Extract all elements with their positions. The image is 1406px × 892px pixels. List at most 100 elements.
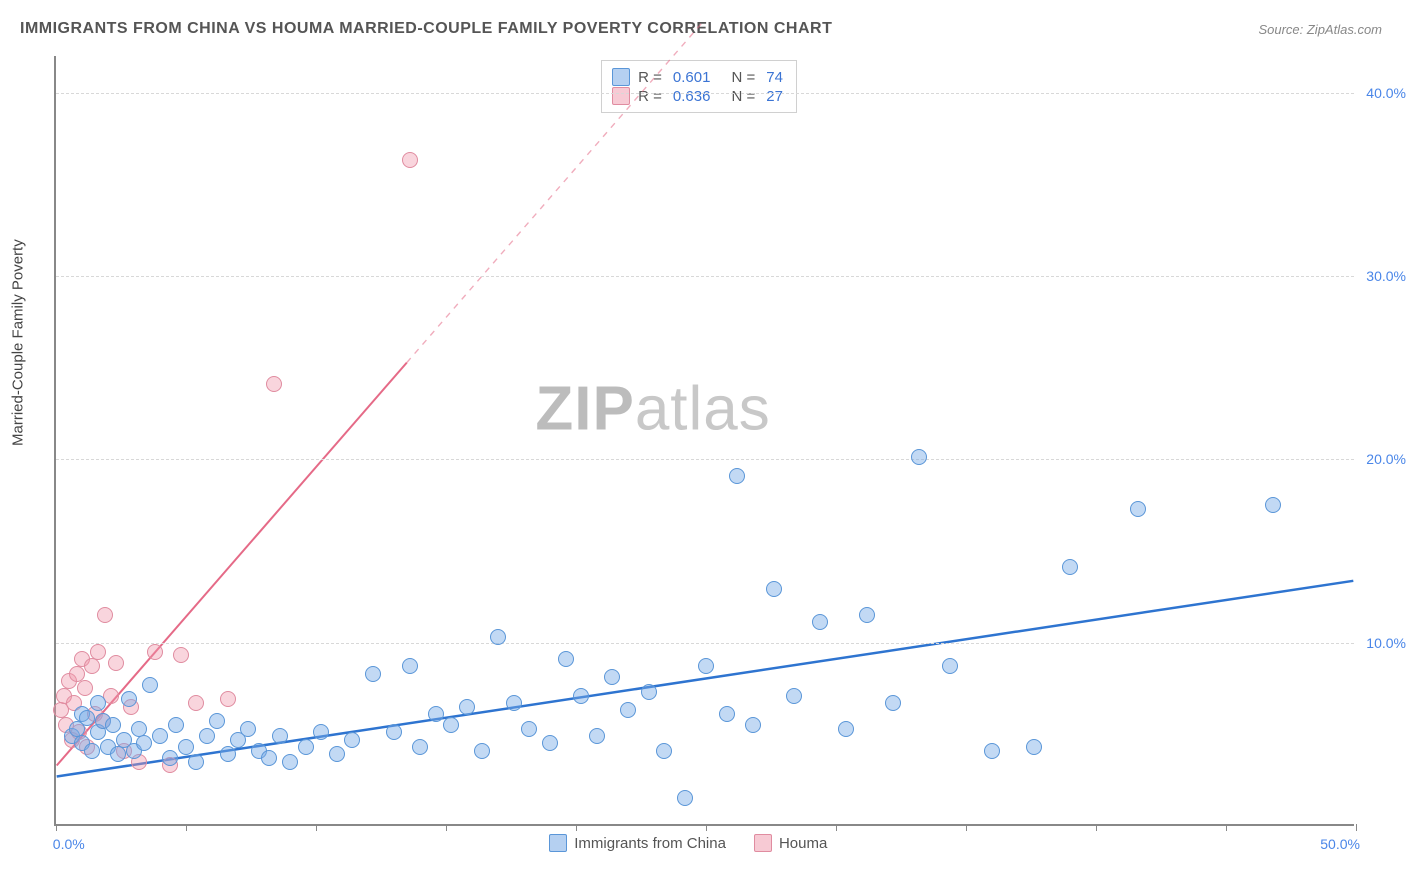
scatter-point-blue	[506, 695, 522, 711]
scatter-point-blue	[412, 739, 428, 755]
watermark-bold: ZIP	[535, 375, 634, 444]
scatter-point-blue	[573, 688, 589, 704]
watermark: ZIPatlas	[535, 374, 770, 445]
scatter-point-blue	[110, 746, 126, 762]
scatter-point-blue	[542, 735, 558, 751]
scatter-point-blue	[911, 449, 927, 465]
scatter-point-pink	[69, 666, 85, 682]
scatter-point-blue	[443, 717, 459, 733]
legend-r-label: R =	[638, 69, 662, 86]
x-tick	[706, 824, 707, 831]
y-axis-label: Married-Couple Family Poverty	[10, 239, 27, 446]
scatter-point-blue	[240, 721, 256, 737]
x-tick	[576, 824, 577, 831]
x-tick	[836, 824, 837, 831]
series-legend-label: Immigrants from China	[574, 835, 726, 852]
legend-swatch-pink	[612, 87, 630, 105]
x-tick	[1226, 824, 1227, 831]
gridline	[56, 459, 1354, 460]
scatter-point-blue	[558, 651, 574, 667]
x-tick	[1356, 824, 1357, 831]
scatter-point-pink	[220, 691, 236, 707]
y-tick-label: 20.0%	[1358, 451, 1406, 467]
scatter-point-blue	[1130, 501, 1146, 517]
legend-swatch-blue	[549, 834, 567, 852]
gridline	[56, 276, 1354, 277]
scatter-point-blue	[131, 721, 147, 737]
scatter-point-blue	[745, 717, 761, 733]
scatter-point-blue	[313, 724, 329, 740]
y-tick-label: 30.0%	[1358, 268, 1406, 284]
scatter-point-blue	[329, 746, 345, 762]
gridline	[56, 93, 1354, 94]
legend-r-label: R =	[638, 88, 662, 105]
scatter-point-blue	[162, 750, 178, 766]
scatter-point-pink	[266, 376, 282, 392]
legend-swatch-blue	[612, 68, 630, 86]
scatter-point-blue	[766, 581, 782, 597]
x-tick	[1096, 824, 1097, 831]
scatter-point-blue	[859, 607, 875, 623]
scatter-point-pink	[77, 680, 93, 696]
legend-swatch-pink	[754, 834, 772, 852]
scatter-point-blue	[386, 724, 402, 740]
scatter-point-blue	[620, 702, 636, 718]
x-tick	[316, 824, 317, 831]
gridline	[56, 643, 1354, 644]
correlation-legend: R =0.601N =74R =0.636N =27	[601, 60, 797, 113]
scatter-point-pink	[84, 658, 100, 674]
x-tick	[186, 824, 187, 831]
scatter-point-blue	[220, 746, 236, 762]
scatter-point-blue	[209, 713, 225, 729]
x-tick	[966, 824, 967, 831]
legend-r-value: 0.636	[673, 88, 711, 105]
scatter-point-blue	[272, 728, 288, 744]
scatter-point-blue	[698, 658, 714, 674]
scatter-point-blue	[168, 717, 184, 733]
scatter-point-pink	[402, 152, 418, 168]
scatter-point-blue	[402, 658, 418, 674]
scatter-point-blue	[490, 629, 506, 645]
legend-row: R =0.601N =74	[612, 68, 786, 86]
scatter-point-blue	[677, 790, 693, 806]
scatter-point-blue	[719, 706, 735, 722]
scatter-point-blue	[984, 743, 1000, 759]
y-tick-label: 40.0%	[1358, 85, 1406, 101]
x-tick-label: 50.0%	[1320, 836, 1360, 852]
scatter-point-blue	[474, 743, 490, 759]
scatter-point-blue	[942, 658, 958, 674]
y-tick-label: 10.0%	[1358, 635, 1406, 651]
scatter-point-blue	[105, 717, 121, 733]
scatter-point-blue	[1265, 497, 1281, 513]
x-tick	[56, 824, 57, 831]
scatter-point-blue	[344, 732, 360, 748]
scatter-point-blue	[885, 695, 901, 711]
scatter-point-pink	[147, 644, 163, 660]
scatter-point-blue	[84, 743, 100, 759]
scatter-point-blue	[136, 735, 152, 751]
scatter-point-pink	[188, 695, 204, 711]
series-legend-label: Houma	[779, 835, 827, 852]
scatter-point-blue	[152, 728, 168, 744]
scatter-point-pink	[173, 647, 189, 663]
legend-n-value: 27	[766, 88, 783, 105]
series-legend: Immigrants from China Houma	[549, 834, 827, 852]
series-legend-item: Houma	[754, 834, 827, 852]
scatter-point-blue	[604, 669, 620, 685]
scatter-point-blue	[188, 754, 204, 770]
scatter-point-blue	[1026, 739, 1042, 755]
legend-row: R =0.636N =27	[612, 87, 786, 105]
chart-container: IMMIGRANTS FROM CHINA VS HOUMA MARRIED-C…	[0, 0, 1406, 892]
scatter-point-blue	[428, 706, 444, 722]
x-tick	[446, 824, 447, 831]
scatter-point-blue	[282, 754, 298, 770]
scatter-point-blue	[521, 721, 537, 737]
trendlines-svg	[56, 56, 1354, 824]
scatter-point-blue	[178, 739, 194, 755]
scatter-point-blue	[459, 699, 475, 715]
scatter-point-blue	[812, 614, 828, 630]
plot-area: ZIPatlas R =0.601N =74R =0.636N =27 Immi…	[54, 56, 1354, 826]
scatter-point-blue	[79, 710, 95, 726]
scatter-point-blue	[261, 750, 277, 766]
scatter-point-blue	[121, 691, 137, 707]
